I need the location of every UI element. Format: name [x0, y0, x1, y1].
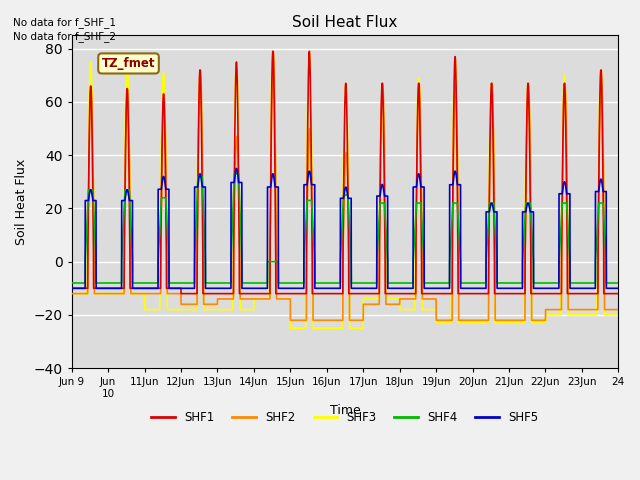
SHF4: [614, 280, 621, 286]
SHF5: [468, 286, 476, 291]
SHF2: [68, 291, 76, 297]
SHF3: [287, 325, 294, 331]
SHF5: [614, 286, 621, 291]
SHF2: [438, 317, 445, 323]
SHF2: [269, 48, 277, 54]
SHF1: [614, 291, 621, 297]
SHF1: [325, 291, 333, 297]
SHF1: [499, 291, 506, 297]
SHF5: [499, 286, 506, 291]
SHF2: [287, 317, 294, 323]
SHF2: [614, 307, 622, 312]
SHF2: [468, 317, 476, 323]
Legend: SHF1, SHF2, SHF3, SHF4, SHF5: SHF1, SHF2, SHF3, SHF4, SHF5: [147, 407, 543, 429]
Line: SHF2: SHF2: [72, 51, 618, 320]
Y-axis label: Soil Heat Flux: Soil Heat Flux: [15, 158, 28, 245]
SHF3: [438, 320, 445, 326]
SHF2: [499, 317, 506, 323]
SHF4: [325, 280, 333, 286]
Title: Soil Heat Flux: Soil Heat Flux: [292, 15, 397, 30]
SHF2: [614, 307, 621, 312]
SHF5: [614, 286, 622, 291]
SHF1: [177, 291, 185, 297]
SHF2: [166, 291, 174, 297]
SHF4: [614, 280, 622, 286]
SHF1: [305, 48, 313, 54]
Text: TZ_fmet: TZ_fmet: [102, 57, 156, 70]
SHF1: [166, 286, 174, 291]
Line: SHF1: SHF1: [72, 51, 618, 294]
SHF5: [232, 166, 240, 171]
SHF5: [68, 286, 76, 291]
SHF3: [305, 48, 313, 54]
SHF4: [499, 280, 506, 286]
SHF1: [468, 291, 476, 297]
SHF3: [325, 325, 333, 331]
SHF4: [438, 280, 445, 286]
SHF5: [166, 286, 174, 291]
SHF5: [325, 286, 333, 291]
SHF3: [468, 320, 476, 326]
SHF3: [614, 312, 621, 318]
SHF5: [438, 286, 445, 291]
SHF4: [68, 280, 76, 286]
Line: SHF5: SHF5: [72, 168, 618, 288]
SHF1: [68, 286, 76, 291]
SHF3: [166, 307, 174, 312]
SHF1: [614, 291, 622, 297]
SHF3: [499, 320, 506, 326]
Line: SHF4: SHF4: [72, 174, 618, 283]
SHF3: [68, 291, 76, 297]
X-axis label: Time: Time: [330, 404, 360, 418]
SHF4: [166, 280, 174, 286]
SHF1: [438, 291, 445, 297]
SHF4: [230, 171, 238, 177]
Line: SHF3: SHF3: [72, 51, 618, 328]
Text: No data for f_SHF_2: No data for f_SHF_2: [13, 31, 116, 42]
Text: No data for f_SHF_1: No data for f_SHF_1: [13, 17, 116, 28]
SHF4: [468, 280, 476, 286]
SHF2: [325, 317, 333, 323]
SHF3: [614, 312, 622, 318]
